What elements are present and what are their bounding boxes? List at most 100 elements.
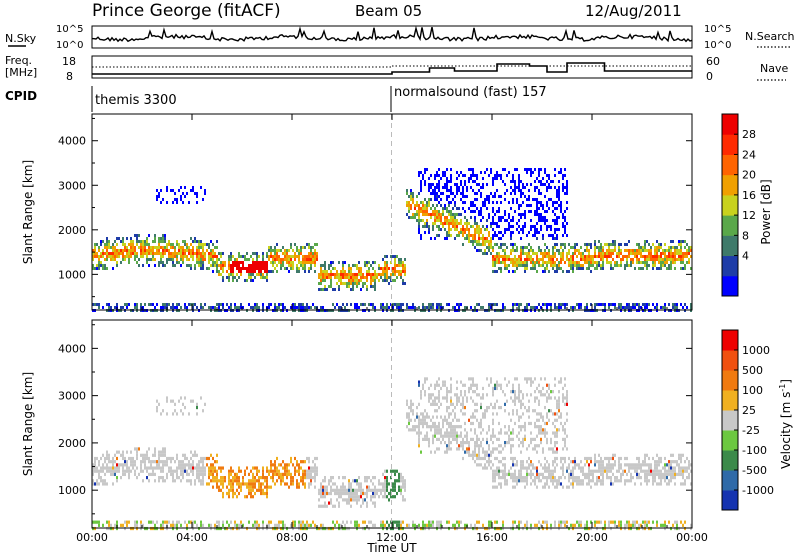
power-cell — [540, 183, 542, 186]
velocity-cell — [550, 409, 552, 413]
power-cell — [320, 270, 322, 273]
power-cell — [202, 258, 204, 261]
power-cell — [496, 210, 498, 213]
velocity-cell — [214, 523, 216, 527]
power-cell — [158, 246, 160, 249]
power-cell — [408, 216, 410, 219]
velocity-cell — [166, 472, 168, 477]
power-cell — [128, 261, 130, 264]
velocity-cell — [392, 526, 394, 531]
velocity-cell — [152, 460, 154, 464]
power-cell — [210, 258, 212, 261]
power-cell — [540, 249, 542, 252]
velocity-cell — [352, 491, 354, 496]
velocity-cell — [494, 472, 496, 477]
velocity-cell — [490, 377, 492, 381]
velocity-cell — [554, 466, 556, 470]
velocity-cell — [132, 460, 134, 464]
velocity-cell — [524, 428, 526, 432]
power-cell — [644, 258, 646, 261]
velocity-cell — [498, 466, 500, 470]
power-cell — [392, 267, 394, 270]
power-cell — [446, 186, 448, 189]
velocity-cell — [492, 393, 494, 397]
velocity-cell — [474, 383, 476, 387]
velocity-cell — [374, 485, 376, 489]
power-cell — [562, 234, 564, 237]
velocity-cell — [92, 463, 94, 467]
power-cell — [320, 267, 322, 270]
velocity-cell — [294, 472, 296, 477]
velocity-cell — [508, 425, 510, 429]
power-cell — [450, 177, 452, 180]
power-cell — [492, 183, 494, 186]
power-cell — [456, 183, 458, 186]
power-cell — [418, 204, 420, 207]
power-cell — [642, 267, 644, 270]
velocity-cell — [266, 466, 268, 470]
velocity-cell — [268, 469, 270, 473]
power-cell — [440, 192, 442, 195]
velocity-cell — [326, 491, 328, 496]
velocity-cell — [304, 469, 306, 473]
velocity-cell — [104, 479, 106, 483]
velocity-cell — [268, 523, 270, 527]
power-cell — [394, 261, 396, 264]
velocity-cell — [214, 460, 216, 464]
velocity-cell — [438, 520, 440, 524]
power-cell — [274, 306, 276, 309]
power-cell — [522, 183, 524, 186]
power-cell — [554, 207, 556, 210]
velocity-cell — [308, 476, 310, 480]
power-cell — [328, 285, 330, 288]
power-cell — [686, 249, 688, 252]
power-cell — [152, 303, 154, 306]
velocity-cell — [344, 498, 346, 502]
power-cell — [444, 222, 446, 225]
power-cell — [638, 246, 640, 249]
power-cell — [250, 273, 252, 276]
velocity-cell — [452, 409, 454, 413]
velocity-cell — [456, 526, 458, 531]
power-cell — [318, 282, 320, 285]
power-cell — [384, 255, 386, 258]
power-cell — [304, 267, 306, 270]
velocity-cell — [488, 453, 490, 457]
velocity-cell — [554, 431, 556, 435]
velocity-cell — [542, 447, 544, 451]
velocity-cell — [394, 479, 396, 483]
power-cell — [586, 261, 588, 264]
velocity-cell — [522, 440, 524, 445]
power-cell — [424, 210, 426, 213]
velocity-cell — [562, 396, 564, 400]
velocity-cell — [532, 409, 534, 413]
velocity-cell — [226, 485, 228, 489]
power-cell — [464, 228, 466, 231]
power-cell — [478, 303, 480, 306]
noise-sky-label: N.Sky — [5, 32, 37, 45]
power-cell — [674, 303, 676, 306]
velocity-cell — [436, 402, 438, 406]
power-cell — [632, 303, 634, 306]
velocity-cell — [262, 476, 264, 480]
velocity-cell — [236, 472, 238, 477]
power-cell — [540, 264, 542, 267]
velocity-cell — [428, 399, 430, 403]
power-cell — [256, 252, 258, 255]
power-cell — [468, 231, 470, 234]
power-cell — [388, 276, 390, 279]
velocity-cell — [260, 485, 262, 489]
power-cell — [128, 258, 130, 261]
velocity-cell — [196, 523, 198, 527]
power-cell — [430, 303, 432, 306]
velocity-cell — [486, 526, 488, 531]
power-cell — [390, 255, 392, 258]
power-cell — [524, 270, 526, 273]
velocity-cell — [96, 482, 98, 486]
power-cell — [254, 252, 256, 255]
velocity-cell — [548, 418, 550, 422]
power-cell — [436, 186, 438, 189]
velocity-cell — [546, 421, 548, 426]
power-cell — [192, 258, 194, 261]
power-cell — [216, 255, 218, 258]
